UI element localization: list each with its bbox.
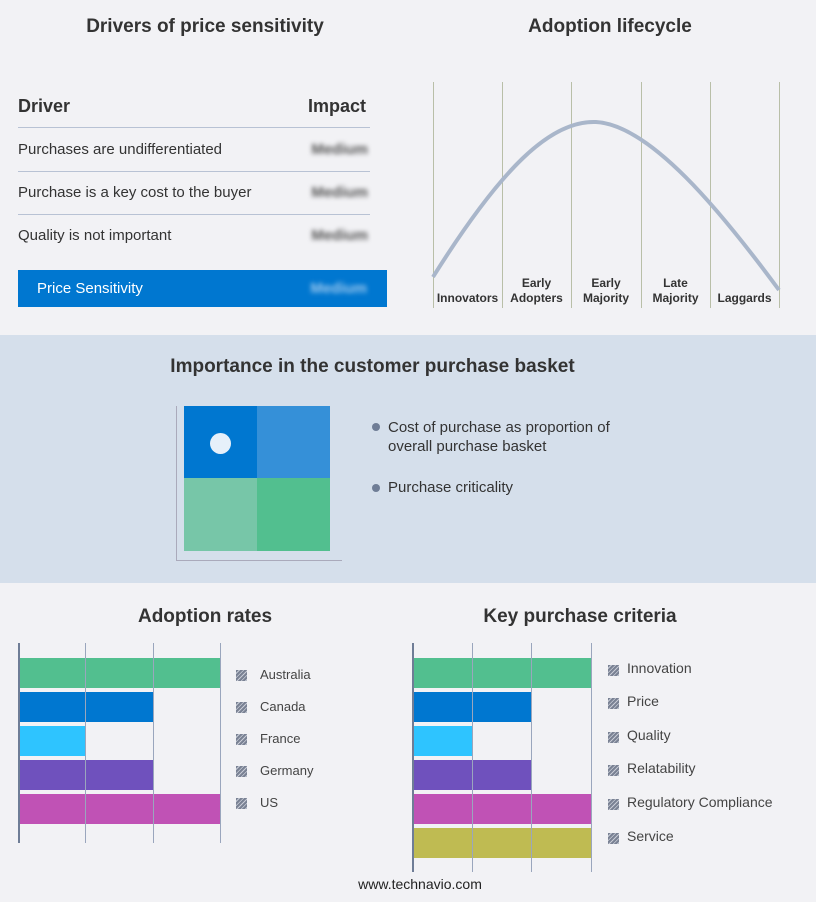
kpc-title: Key purchase criteria — [483, 606, 677, 627]
quadrant — [257, 406, 330, 478]
basket-title: Importance in the customer purchase bask… — [170, 356, 575, 377]
legend-label: Relatability — [627, 760, 696, 776]
gridline — [591, 643, 592, 872]
header-divider — [18, 127, 370, 128]
bar-australia — [18, 658, 220, 688]
gridline — [152, 643, 154, 843]
bar-service — [412, 828, 591, 858]
legend-label: Price — [627, 693, 659, 709]
legend-swatch-icon — [236, 798, 247, 809]
footer-url: www.technavio.com — [358, 876, 482, 892]
stage-label: Early Adopters — [510, 276, 563, 305]
legend-swatch-icon — [236, 702, 247, 713]
legend-swatch-icon — [608, 698, 619, 709]
gridline — [531, 643, 533, 872]
lifecycle-title: Adoption lifecycle — [528, 16, 692, 37]
legend-swatch-icon — [608, 799, 619, 810]
legend-label: Innovation — [627, 660, 692, 676]
position-marker — [210, 433, 231, 454]
bar-france — [18, 726, 86, 756]
bar-quality — [412, 726, 472, 756]
impact-value: Medium — [311, 184, 368, 201]
bar-regulatory-compliance — [412, 794, 591, 824]
gridline — [220, 643, 221, 843]
drivers-title: Drivers of price sensitivity — [86, 16, 324, 37]
matrix-x-axis — [176, 560, 342, 561]
stage-divider — [779, 82, 780, 308]
stage-divider — [571, 82, 572, 308]
driver-row: Purchase is a key cost to the buyer Mediu… — [18, 171, 370, 215]
basket-section — [0, 335, 816, 583]
driver-row: Quality is not important Medium — [18, 214, 370, 257]
summary-impact: Medium — [310, 280, 367, 297]
impact-value: Medium — [311, 227, 368, 244]
legend-label: France — [260, 731, 301, 746]
stage-label: Innovators — [436, 291, 499, 305]
price-sensitivity-summary: Price Sensitivity Medium — [18, 270, 387, 307]
quadrant — [184, 478, 257, 551]
bullet-icon — [372, 423, 380, 431]
driver-label: Purchase is a key cost to the buyer — [18, 184, 252, 201]
stage-label: Laggards — [717, 291, 772, 305]
driver-label: Purchases are undifferentiated — [18, 141, 223, 158]
legend-swatch-icon — [608, 765, 619, 776]
gridline — [85, 643, 87, 843]
legend-swatch-icon — [608, 732, 619, 743]
legend-swatch-icon — [608, 665, 619, 676]
impact-header: Impact — [307, 96, 366, 116]
stage-divider — [433, 82, 434, 308]
axis-line — [18, 643, 20, 843]
bullet-icon — [372, 484, 380, 492]
legend-swatch-icon — [236, 734, 247, 745]
legend-label: Service — [627, 828, 674, 844]
impact-value: Medium — [311, 141, 368, 158]
stage-label: Early Majority — [582, 276, 629, 305]
legend-swatch-icon — [608, 833, 619, 844]
legend-swatch-icon — [236, 766, 247, 777]
stage-divider — [710, 82, 711, 308]
stage-label: Late Majority — [652, 276, 699, 305]
driver-row: Purchases are undifferentiated Medium — [18, 128, 370, 172]
legend-label: US — [260, 795, 279, 810]
stage-divider — [641, 82, 642, 308]
quadrant — [257, 478, 330, 551]
driver-label: Quality is not important — [18, 227, 172, 244]
legend-label: Canada — [260, 699, 306, 714]
legend-label: Regulatory Compliance — [627, 794, 773, 810]
driver-header: Driver — [18, 96, 71, 116]
legend-label: Quality — [627, 727, 671, 743]
basket-legend-item: Cost of purchase as proportion of overal… — [388, 419, 610, 455]
bar-us — [18, 794, 220, 824]
bar-innovation — [412, 658, 591, 688]
stage-divider — [502, 82, 503, 308]
legend-label: Australia — [260, 667, 311, 682]
legend-label: Germany — [260, 763, 314, 778]
basket-legend-item: Purchase criticality — [388, 479, 514, 496]
matrix-y-axis — [176, 406, 177, 560]
adoption-curve — [431, 119, 781, 292]
adoption-rates-title: Adoption rates — [137, 606, 273, 627]
axis-line — [412, 643, 414, 872]
gridline — [471, 643, 473, 872]
summary-label: Price Sensitivity — [37, 280, 143, 297]
legend-swatch-icon — [236, 670, 247, 681]
